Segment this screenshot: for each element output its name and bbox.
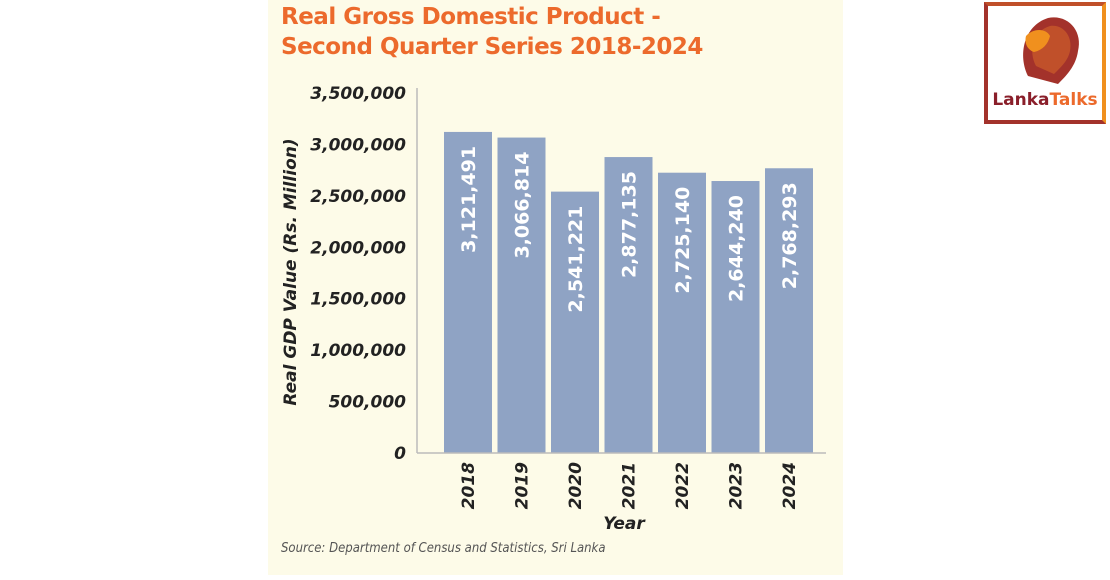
bar-value-label: 2,725,140	[672, 187, 694, 294]
x-tick-label: 2024	[780, 462, 800, 509]
bar-2024	[765, 168, 813, 453]
bar-2023	[711, 181, 760, 453]
chart-subtitle: Second Quarter Series 2018-2024	[281, 34, 703, 60]
bar-2020	[551, 191, 599, 454]
lion-head-icon	[1023, 17, 1079, 84]
bar-value-label: 3,066,814	[512, 152, 534, 259]
x-tick-label: 2019	[513, 462, 533, 509]
y-tick-label: 1,000,000	[310, 341, 406, 361]
x-tick-label: 2021	[620, 462, 640, 509]
y-tick-label: 2,500,000	[310, 187, 406, 207]
bar-2018	[444, 131, 492, 453]
y-tick-label: 2,000,000	[310, 238, 406, 258]
logo-text-talks: Talks	[1049, 90, 1098, 110]
y-tick-label: 1,500,000	[310, 290, 406, 310]
chart-title: Real Gross Domestic Product -	[281, 4, 661, 30]
y-tick-label: 0	[394, 444, 406, 464]
y-tick-label: 3,000,000	[310, 135, 406, 155]
y-tick-label: 500,000	[329, 393, 407, 413]
source-note: Source: Department of Census and Statist…	[281, 541, 606, 556]
x-tick-label: 2018	[459, 462, 479, 509]
bar-2019	[497, 137, 546, 453]
x-axis-label: Year	[603, 514, 646, 534]
x-tick-label: 2022	[673, 462, 693, 509]
x-tick-label: 2023	[727, 462, 747, 509]
y-axis-label: Real GDP Value (Rs. Million)	[281, 138, 301, 405]
lankatalks-logo: LankaTalks	[984, 2, 1106, 124]
bar-value-label: 2,768,293	[779, 182, 801, 289]
x-tick-label: 2020	[566, 462, 586, 509]
logo-text-lanka: Lanka	[992, 90, 1050, 110]
y-tick-label: 3,500,000	[310, 84, 406, 104]
bar-value-label: 2,541,221	[565, 206, 587, 313]
bar-2022	[658, 172, 706, 453]
bar-value-label: 2,644,240	[726, 195, 748, 302]
bar-value-label: 2,877,135	[619, 171, 641, 278]
bar-2021	[604, 157, 653, 454]
bar-value-label: 3,121,491	[458, 146, 480, 253]
